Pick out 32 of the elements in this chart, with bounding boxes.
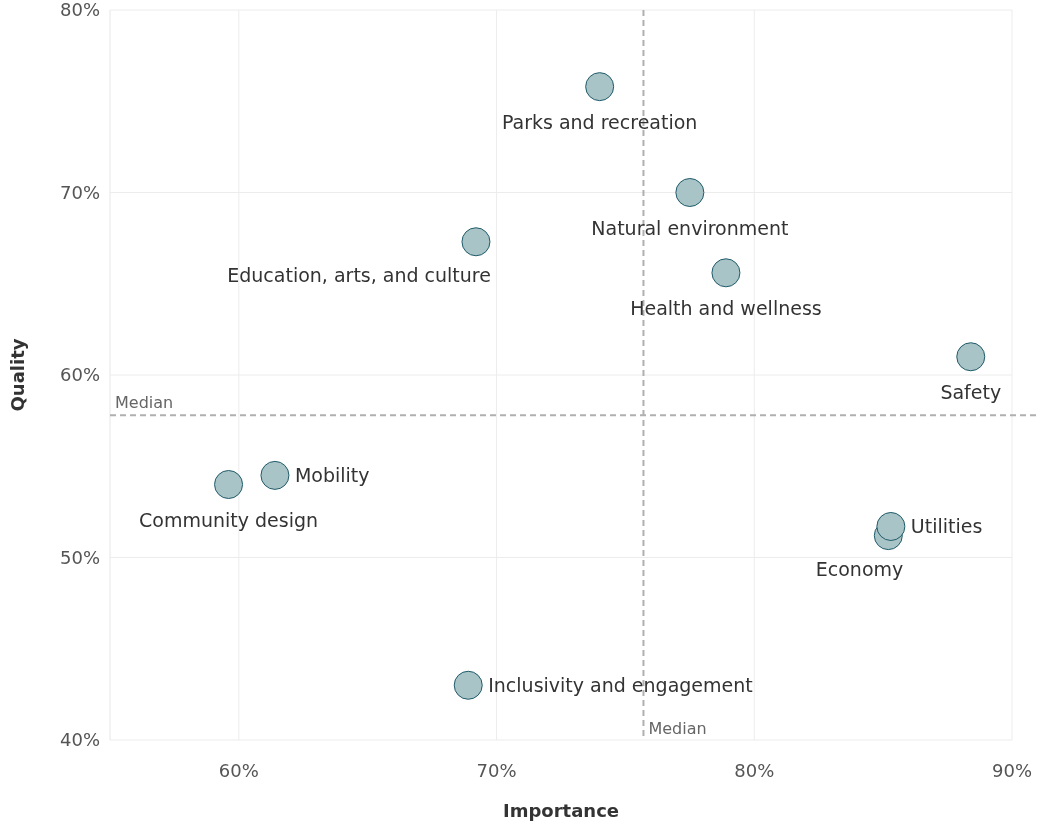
annotation: Mobility <box>294 464 370 487</box>
point <box>260 460 290 490</box>
annotation: Inclusivity and engagement <box>488 674 753 697</box>
y-tick-label: 60% <box>59 364 100 385</box>
y-tick-label: 50% <box>59 546 100 568</box>
annotation: Natural environment <box>591 216 789 239</box>
y-tick-label: 40% <box>59 729 100 750</box>
ref-line-label: Median <box>115 393 174 413</box>
point <box>876 511 906 541</box>
point <box>711 258 741 288</box>
annotation: Parks and recreation <box>501 110 698 133</box>
y-tick-label: 70% <box>59 181 100 203</box>
annotation: Safety <box>940 380 1002 403</box>
y-tick-label: 80% <box>59 0 100 20</box>
annotation: Community design <box>139 508 319 531</box>
ref-line-label: Median <box>648 719 707 738</box>
annotation: Economy <box>815 557 904 580</box>
point <box>585 72 615 102</box>
x-tick-label: 60% <box>218 760 259 781</box>
annotation: Education, arts, and culture <box>227 263 491 286</box>
x-axis-title: Importance <box>502 800 620 821</box>
point <box>214 470 244 499</box>
x-tick-label: 80% <box>734 760 775 781</box>
point <box>675 178 705 207</box>
x-tick-label: 90% <box>991 760 1033 781</box>
point <box>461 227 491 257</box>
annotation: Health and wellness <box>630 296 822 319</box>
point <box>453 670 483 700</box>
x-tick-label: 70% <box>476 760 517 781</box>
annotation: Utilities <box>910 515 983 538</box>
point <box>956 342 986 372</box>
y-axis-title: Quality <box>7 338 28 412</box>
